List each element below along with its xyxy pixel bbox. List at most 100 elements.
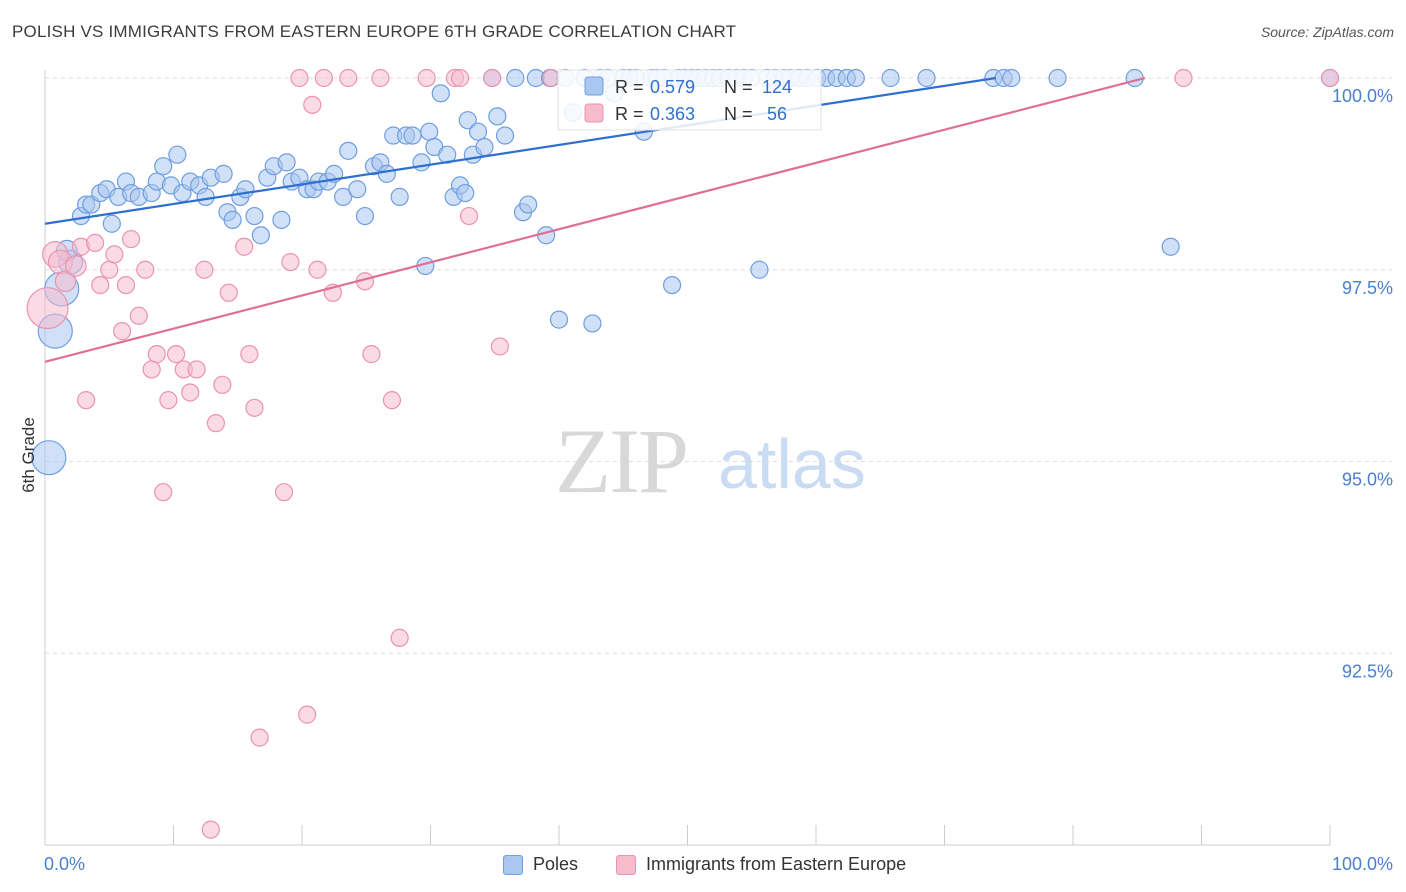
poles-point [917, 68, 936, 88]
immigrants-point [195, 260, 214, 279]
poles-trend-line [44, 76, 997, 225]
immigrants-point [112, 322, 132, 341]
immigrants-point [166, 345, 186, 364]
x-ticks [173, 825, 1331, 845]
immigrants-point [274, 483, 294, 502]
poles-point [750, 260, 769, 279]
immigrants-point [483, 68, 502, 88]
immigrants-point [154, 483, 173, 502]
poles-point [468, 122, 488, 141]
immigrants-point [116, 275, 136, 295]
stats-r-value-immigrants: 0.363 [650, 104, 695, 124]
stats-r-label-immigrants: R = [615, 104, 644, 124]
immigrants-point [147, 345, 166, 364]
immigrants-point [77, 391, 96, 410]
trend-layer [44, 76, 1146, 363]
immigrants-point [542, 68, 561, 88]
poles-point [272, 210, 291, 229]
immigrants-point [213, 375, 232, 394]
poles-point [412, 153, 431, 172]
immigrants-point [303, 95, 322, 114]
poles-point [223, 210, 242, 229]
poles-point [431, 84, 450, 103]
y-tick-label: 95.0% [1342, 470, 1393, 490]
immigrants-point [314, 68, 333, 88]
poles-point [881, 68, 900, 88]
immigrants-trend-line [44, 76, 1146, 363]
immigrants-point [390, 628, 409, 648]
poles-point [339, 141, 358, 160]
watermark-atlas: atlas [718, 425, 866, 503]
immigrants-point [240, 345, 259, 364]
poles-point [277, 153, 296, 172]
legend-item-immigrants: Immigrants from Eastern Europe [616, 854, 906, 875]
series-legend: Poles Immigrants from Eastern Europe [0, 850, 1406, 880]
poles-point [251, 226, 270, 245]
legend-label-immigrants: Immigrants from Eastern Europe [646, 854, 907, 874]
poles-point [456, 183, 475, 203]
grid-layer [45, 77, 1392, 654]
immigrants-point [459, 206, 479, 226]
legend-label-poles: Poles [533, 854, 579, 874]
stats-r-label-poles: R = [615, 77, 644, 97]
immigrants-point [54, 270, 77, 293]
immigrants-point [121, 229, 141, 249]
poles-point [458, 111, 477, 130]
immigrants-point [382, 391, 402, 410]
immigrants-point [339, 68, 358, 88]
poles-point [488, 107, 507, 126]
poles-point [537, 226, 556, 245]
poles-point [420, 122, 439, 141]
immigrants-point [201, 820, 220, 839]
source-label: Source: ZipAtlas.com [1260, 24, 1394, 40]
stats-n-label-poles: N = [724, 77, 753, 97]
immigrants-point [308, 260, 327, 279]
immigrants-point [362, 345, 381, 364]
poles-point [846, 68, 865, 88]
y-tick-labels: 92.5% 95.0% 97.5% 100.0% [1332, 86, 1393, 681]
poles-point [1002, 68, 1021, 88]
watermark: ZIP atlas [555, 410, 866, 512]
immigrants-point [100, 260, 119, 279]
poles-point [334, 187, 353, 206]
poles-point [355, 206, 375, 226]
poles-point [495, 126, 515, 145]
immigrants-point [371, 68, 390, 88]
immigrants-point [159, 391, 178, 410]
y-tick-label: 92.5% [1342, 661, 1393, 681]
legend-item-poles: Poles [503, 854, 578, 875]
poles-point [102, 214, 121, 233]
stats-n-value-immigrants: 56 [762, 104, 787, 124]
poles-point [1161, 237, 1180, 256]
poles-point [168, 145, 187, 164]
poles-point [154, 157, 173, 176]
immigrants-point [490, 337, 509, 356]
immigrants-point [1320, 68, 1340, 88]
stats-n-label-immigrants: N = [724, 104, 753, 124]
y-tick-label: 97.5% [1342, 278, 1393, 298]
immigrants-point [86, 233, 105, 253]
immigrants-point [136, 260, 155, 279]
poles-point [403, 126, 422, 145]
poles-point [549, 310, 569, 329]
y-tick-label: 100.0% [1332, 86, 1393, 106]
poles-point [236, 180, 255, 199]
immigrants-point [91, 275, 110, 295]
immigrants-point [142, 360, 161, 379]
stats-legend: R = 0.579 N = 124 R = 0.363 N = 56 [557, 69, 822, 131]
x-tick-label-max: 100.0% [1332, 854, 1393, 874]
immigrants-point [281, 252, 300, 272]
poles-point [196, 187, 215, 206]
immigrants-point [219, 283, 238, 302]
immigrants-point [206, 414, 226, 433]
immigrants-point [26, 287, 69, 330]
legend-swatch-poles [503, 854, 523, 875]
poles-point [214, 164, 233, 183]
poles-point [583, 314, 602, 333]
stats-swatch-immigrants [584, 103, 604, 123]
immigrants-point [181, 383, 200, 402]
y-axis-label: 6th Grade [19, 417, 38, 493]
poles-point [662, 275, 682, 295]
poles-point [1048, 68, 1067, 88]
